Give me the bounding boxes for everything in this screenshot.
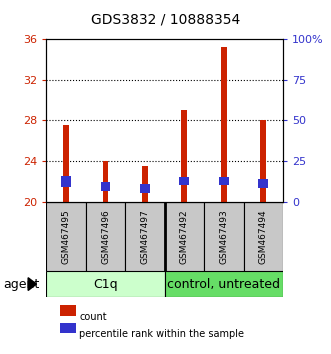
Bar: [260, 120, 266, 202]
Text: GSM467493: GSM467493: [219, 209, 228, 264]
Bar: [86, 202, 125, 271]
Bar: [219, 177, 229, 185]
Bar: [165, 202, 204, 271]
Text: GSM467497: GSM467497: [140, 209, 150, 264]
Text: C1q: C1q: [93, 278, 118, 291]
Text: GSM467492: GSM467492: [180, 209, 189, 264]
Bar: [181, 110, 187, 202]
Bar: [103, 161, 109, 202]
Text: GDS3832 / 10888354: GDS3832 / 10888354: [91, 12, 240, 27]
Bar: [46, 271, 165, 297]
Bar: [46, 202, 86, 271]
Text: GSM467496: GSM467496: [101, 209, 110, 264]
Bar: [140, 184, 150, 193]
Bar: [125, 202, 165, 271]
Bar: [244, 202, 283, 271]
Text: count: count: [79, 312, 107, 321]
Bar: [221, 47, 227, 202]
Text: GSM467494: GSM467494: [259, 209, 268, 264]
Bar: [259, 179, 268, 188]
Bar: [204, 202, 244, 271]
Text: control, untreated: control, untreated: [167, 278, 280, 291]
Bar: [165, 271, 283, 297]
Bar: [61, 176, 71, 187]
Bar: [63, 125, 69, 202]
Polygon shape: [28, 278, 36, 290]
Text: agent: agent: [3, 278, 40, 291]
Text: GSM467495: GSM467495: [62, 209, 71, 264]
Bar: [101, 182, 111, 190]
Bar: [142, 166, 148, 202]
Text: percentile rank within the sample: percentile rank within the sample: [79, 329, 244, 339]
Bar: [179, 177, 189, 185]
